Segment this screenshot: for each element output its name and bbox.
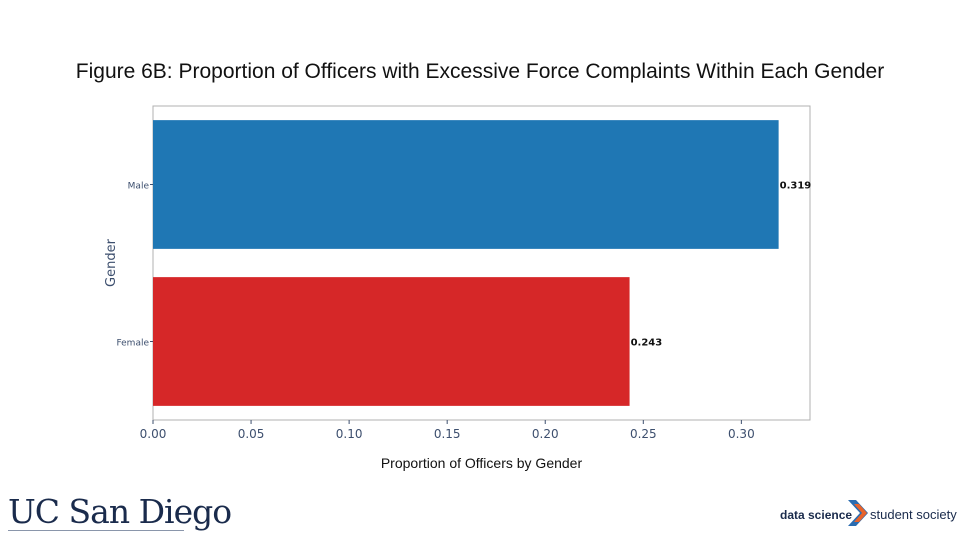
chart-title: Figure 6B: Proportion of Officers with E… — [75, 60, 885, 83]
ucsd-logo: UC San Diego — [8, 492, 232, 534]
ucsd-logo-text: UC San Diego — [8, 492, 232, 531]
bar-male — [153, 120, 779, 249]
y-axis-title: Gender — [104, 238, 119, 287]
dsss-logo: data science student society — [780, 496, 957, 530]
x-tick-label: 0.30 — [728, 427, 755, 441]
x-tick-label: 0.20 — [532, 427, 559, 441]
data-label-female: 0.243 — [631, 338, 663, 349]
dsss-chevron-icon — [848, 500, 868, 526]
dsss-logo-right-text: student society — [870, 507, 957, 522]
x-axis-title: Proportion of Officers by Gender — [380, 455, 583, 471]
x-tick-label: 0.10 — [336, 427, 363, 441]
y-tick-label-male: Male — [128, 182, 150, 192]
x-tick-label: 0.05 — [238, 427, 265, 441]
x-tick-label: 0.15 — [434, 427, 461, 441]
plot-frame — [152, 105, 811, 421]
ucsd-logo-underline — [8, 530, 184, 531]
dsss-logo-left-text: data science — [780, 508, 853, 522]
bar-female — [153, 277, 630, 406]
y-tick-label-female: Female — [116, 339, 149, 349]
x-tick-label: 0.00 — [140, 427, 167, 441]
x-tick-label: 0.25 — [630, 427, 657, 441]
data-label-male: 0.319 — [780, 181, 812, 192]
